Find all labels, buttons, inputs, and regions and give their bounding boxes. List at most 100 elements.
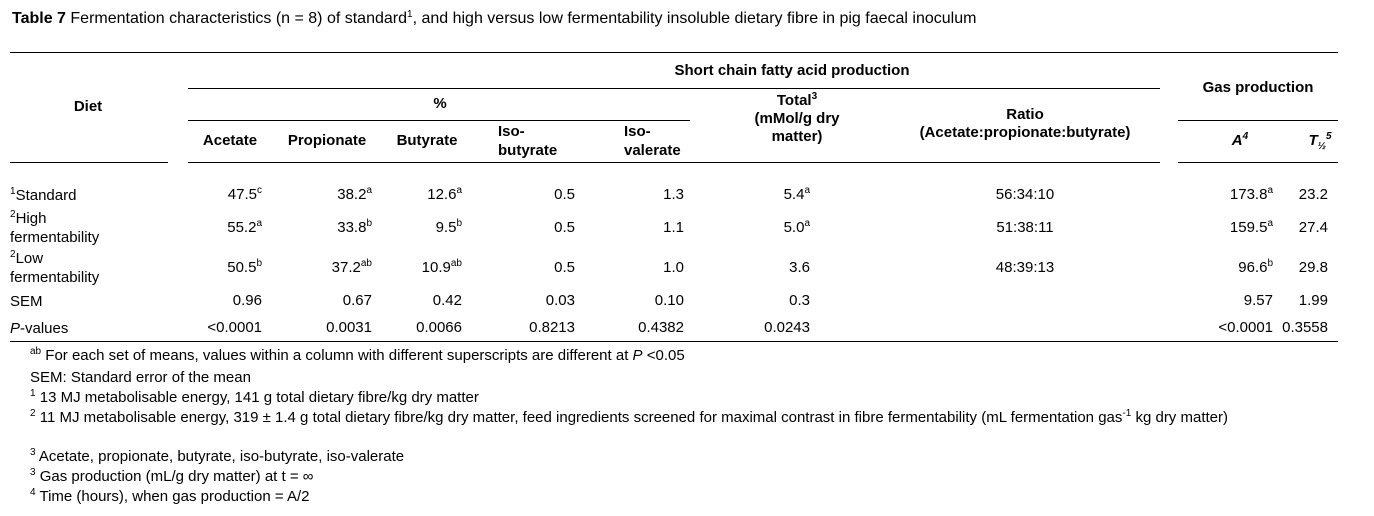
cell-sup: a xyxy=(804,218,810,229)
footnote: 1 13 MJ metabolisable energy, 141 g tota… xyxy=(30,388,1330,407)
footnote-text: <0.05 xyxy=(642,347,685,364)
row-label-text: Standard xyxy=(15,186,77,204)
cell: 47.5c xyxy=(227,186,262,204)
row-label: 2Low fermentability xyxy=(10,248,135,288)
cell: 38.2a xyxy=(337,185,372,204)
cell-sup: a xyxy=(1267,218,1273,229)
footnote: 3 Gas production (mL/g dry matter) at t … xyxy=(30,467,1330,486)
row-label: 2High fermentability xyxy=(10,208,135,248)
cell-value: 55.2 xyxy=(227,219,257,236)
cell: 173.8a xyxy=(1229,185,1273,204)
title-text: Fermentation characteristics (n = 8) of … xyxy=(70,10,407,27)
cell: 48:39:13 xyxy=(995,259,1055,276)
header: Ratio (Acetate:propionate:butyrate) xyxy=(880,106,1170,142)
cell-sup: a xyxy=(804,185,810,196)
footnote-italic: P xyxy=(632,347,643,364)
footnote-sup: 3 xyxy=(30,447,36,458)
title-label: Table 7 xyxy=(12,10,66,27)
cell: <0.0001 xyxy=(1218,319,1273,336)
row-label-text: SEM xyxy=(10,292,43,310)
header-sub: ½ xyxy=(1317,141,1326,152)
cell-value: 159.5 xyxy=(1229,219,1268,236)
cell: 37.2ab xyxy=(331,258,372,277)
cell: 29.8 xyxy=(1298,259,1328,276)
header-sup: 4 xyxy=(1242,131,1249,142)
header-text: Total xyxy=(776,92,812,109)
cell-value: 47.5 xyxy=(227,186,257,203)
cell: 0.10 xyxy=(654,292,684,309)
cell: 50.5b xyxy=(227,258,262,277)
footnote-text: 13 MJ metabolisable energy, 141 g total … xyxy=(39,389,479,406)
cell-value: 9.5 xyxy=(435,219,457,236)
footnote: ab For each set of means, values within … xyxy=(30,346,1330,365)
cell: 0.3 xyxy=(789,292,810,309)
cell: 5.0a xyxy=(784,218,810,237)
cell-sup: b xyxy=(256,258,262,269)
header-text: T xyxy=(1308,132,1318,149)
rule xyxy=(1178,162,1338,163)
cell: 56:34:10 xyxy=(995,186,1055,203)
cell: 9.5b xyxy=(435,218,462,237)
cell: 0.3558 xyxy=(1282,319,1328,336)
cell: 0.96 xyxy=(232,292,262,309)
header: Diet xyxy=(73,98,103,115)
title-sup: 1 xyxy=(407,9,413,20)
header: Acetate xyxy=(202,132,258,149)
cell: 51:38:11 xyxy=(996,219,1054,236)
footnote-sup: 2 xyxy=(30,408,36,419)
cell: 0.5 xyxy=(554,186,575,203)
footnote-sup: 4 xyxy=(30,487,36,498)
row-label-text: 1Standard xyxy=(10,186,76,205)
cell: 159.5a xyxy=(1229,218,1273,237)
header: Butyrate xyxy=(396,132,458,149)
header: Short chain fatty acid production xyxy=(674,62,910,79)
cell-sup: b xyxy=(456,218,462,229)
table-title: Table 7 Fermentation characteristics (n … xyxy=(12,10,976,28)
cell-sup: a xyxy=(1267,185,1273,196)
cell: 0.03 xyxy=(545,292,575,309)
header-unit: (Acetate:propionate:butyrate) xyxy=(919,124,1131,141)
row-label-italic: P xyxy=(10,319,21,337)
cell-sup: ab xyxy=(360,258,372,269)
footnote-sup: 1 xyxy=(30,388,36,399)
cell: 33.8b xyxy=(337,218,372,237)
header-text: Ratio xyxy=(1006,106,1044,123)
row-label-text: Low fermentability xyxy=(10,250,100,286)
cell-value: 33.8 xyxy=(337,219,367,236)
row-label-sup: 2 xyxy=(10,209,16,220)
row-label-text: High fermentability xyxy=(10,210,100,246)
footnote: 2 11 MJ metabolisable energy, 319 ± 1.4 … xyxy=(30,408,1330,427)
rule xyxy=(1178,120,1338,121)
cell: <0.0001 xyxy=(207,319,262,336)
rule xyxy=(10,341,1338,342)
cell-value: 173.8 xyxy=(1229,186,1268,203)
footnote: 3 Acetate, propionate, butyrate, iso-but… xyxy=(30,447,1330,466)
header-text: A xyxy=(1231,132,1243,149)
cell: 0.0031 xyxy=(326,319,372,336)
cell: 1.3 xyxy=(663,186,684,203)
footnote-sup: ab xyxy=(30,346,42,357)
row-label-text: 2Low fermentability xyxy=(10,249,135,287)
cell: 0.4382 xyxy=(638,319,684,336)
cell-sup: a xyxy=(456,185,462,196)
header: Iso-butyrate xyxy=(498,123,558,159)
cell: 23.2 xyxy=(1298,186,1328,203)
row-label-text: SEM xyxy=(10,292,43,311)
cell: 9.57 xyxy=(1243,292,1273,309)
rule xyxy=(10,162,168,163)
cell-value: 37.2 xyxy=(331,259,361,276)
cell: 3.6 xyxy=(789,259,810,276)
cell: 27.4 xyxy=(1298,219,1328,236)
header: A4 xyxy=(1220,131,1260,150)
row-label-text: 2High fermentability xyxy=(10,209,135,247)
cell-sup: a xyxy=(366,185,372,196)
footnote-sup: 3 xyxy=(30,467,36,478)
cell-value: 96.6 xyxy=(1238,259,1268,276)
cell-sup: b xyxy=(366,218,372,229)
cell: 5.4a xyxy=(784,185,810,204)
footnote-text: For each set of means, values within a c… xyxy=(45,347,633,364)
header-unit: (mMol/g dry matter) xyxy=(754,110,840,145)
cell: 0.67 xyxy=(342,292,372,309)
row-label-text: -values xyxy=(20,319,69,337)
cell: 0.0066 xyxy=(416,319,462,336)
